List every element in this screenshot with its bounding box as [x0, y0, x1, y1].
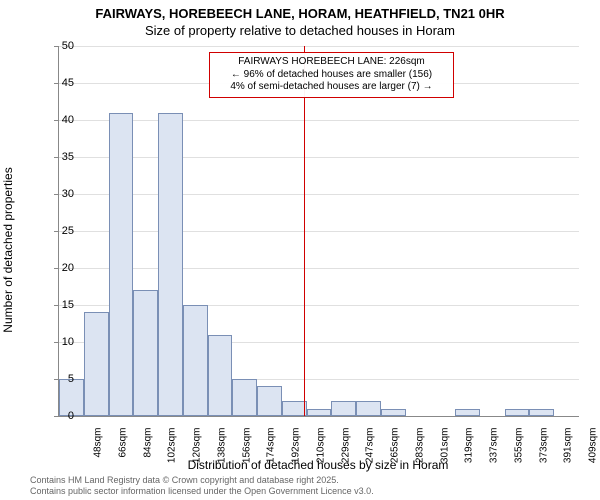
annotation-line3: 4% of semi-detached houses are larger (7…: [215, 81, 448, 94]
ytick-label: 10: [44, 336, 74, 348]
histogram-bar: [109, 113, 134, 416]
plot-area: FAIRWAYS HOREBEECH LANE: 226sqm ← 96% of…: [58, 46, 579, 417]
histogram-bar: [356, 401, 381, 416]
xtick-label: 120sqm: [192, 428, 203, 468]
xtick-label: 48sqm: [93, 428, 104, 468]
histogram-bar: [133, 290, 158, 416]
annotation-line1: FAIRWAYS HOREBEECH LANE: 226sqm: [215, 56, 448, 69]
histogram-bar: [505, 409, 530, 416]
ytick-label: 20: [44, 262, 74, 274]
y-axis-label: Number of detached properties: [1, 167, 15, 332]
xtick-label: 156sqm: [241, 428, 252, 468]
xtick-label: 138sqm: [216, 428, 227, 468]
histogram-bar: [84, 312, 109, 416]
histogram-bar: [257, 386, 282, 416]
xtick-label: 301sqm: [439, 428, 450, 468]
gridline: [59, 157, 579, 158]
xtick-label: 229sqm: [340, 428, 351, 468]
xtick-label: 319sqm: [464, 428, 475, 468]
histogram-bar: [183, 305, 208, 416]
gridline: [59, 120, 579, 121]
annotation-box: FAIRWAYS HOREBEECH LANE: 226sqm ← 96% of…: [209, 52, 454, 98]
ytick-label: 50: [44, 40, 74, 52]
ytick-label: 40: [44, 114, 74, 126]
xtick-label: 265sqm: [390, 428, 401, 468]
histogram-bar: [307, 409, 332, 416]
footer-line2: Contains public sector information licen…: [30, 486, 374, 497]
xtick-label: 373sqm: [538, 428, 549, 468]
ytick-label: 0: [44, 410, 74, 422]
xtick-label: 355sqm: [513, 428, 524, 468]
xtick-label: 210sqm: [315, 428, 326, 468]
xtick-label: 409sqm: [588, 428, 599, 468]
xtick-label: 337sqm: [489, 428, 500, 468]
chart-subtitle: Size of property relative to detached ho…: [0, 23, 600, 38]
histogram-bar: [455, 409, 480, 416]
histogram-bar: [158, 113, 183, 416]
xtick-label: 84sqm: [142, 428, 153, 468]
histogram-bar: [232, 379, 257, 416]
xtick-label: 174sqm: [266, 428, 277, 468]
ytick-label: 45: [44, 77, 74, 89]
xtick-label: 391sqm: [563, 428, 574, 468]
xtick-label: 66sqm: [117, 428, 128, 468]
histogram-bar: [331, 401, 356, 416]
histogram-bar: [208, 335, 233, 416]
ytick-label: 5: [44, 373, 74, 385]
gridline: [59, 231, 579, 232]
footer-attribution: Contains HM Land Registry data © Crown c…: [30, 475, 374, 497]
xtick-label: 247sqm: [365, 428, 376, 468]
histogram-bar: [381, 409, 406, 416]
chart-title: FAIRWAYS, HOREBEECH LANE, HORAM, HEATHFI…: [0, 6, 600, 22]
xtick-label: 192sqm: [291, 428, 302, 468]
histogram-chart: FAIRWAYS, HOREBEECH LANE, HORAM, HEATHFI…: [0, 0, 600, 500]
gridline: [59, 194, 579, 195]
ytick-label: 25: [44, 225, 74, 237]
ytick-label: 15: [44, 299, 74, 311]
marker-line: [304, 46, 305, 416]
gridline: [59, 46, 579, 47]
xtick-label: 102sqm: [167, 428, 178, 468]
footer-line1: Contains HM Land Registry data © Crown c…: [30, 475, 374, 486]
ytick-label: 35: [44, 151, 74, 163]
xtick-label: 283sqm: [414, 428, 425, 468]
annotation-line2: ← 96% of detached houses are smaller (15…: [215, 69, 448, 82]
histogram-bar: [529, 409, 554, 416]
gridline: [59, 268, 579, 269]
ytick-label: 30: [44, 188, 74, 200]
